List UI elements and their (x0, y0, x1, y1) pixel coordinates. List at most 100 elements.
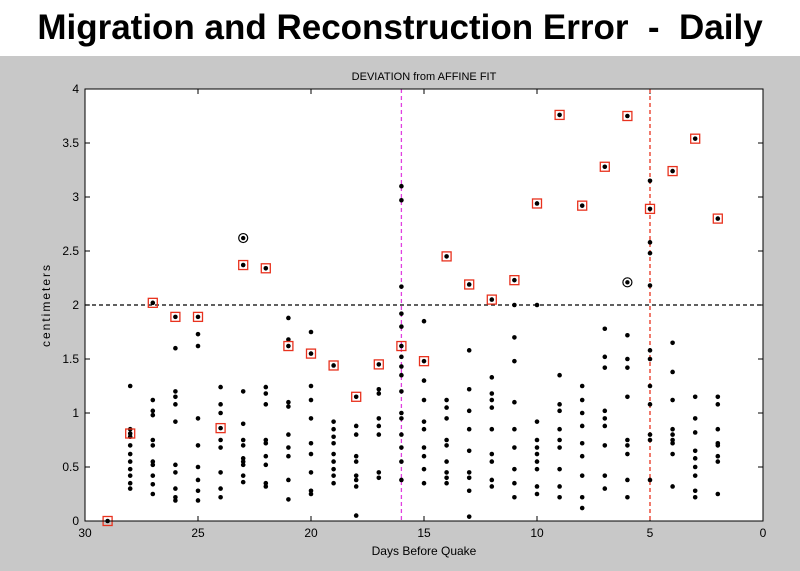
data-point (353, 484, 359, 489)
data-point (670, 432, 675, 437)
x-tick-label: 0 (760, 526, 767, 540)
highlighted-point-box (644, 203, 656, 215)
data-point (173, 394, 178, 400)
data-point (715, 453, 721, 459)
data-point (173, 402, 178, 407)
data-point (512, 302, 517, 308)
y-tick-label: 3.5 (62, 136, 79, 150)
data-point (353, 477, 359, 483)
data-point (512, 466, 517, 472)
data-point (489, 451, 495, 457)
data-point (602, 326, 608, 332)
highlighted-point (579, 203, 585, 208)
data-point (308, 470, 314, 475)
data-point (421, 426, 427, 432)
x-tick-label: 30 (78, 526, 92, 540)
y-tick-label: 2.5 (62, 244, 79, 258)
highlighted-point-box (599, 161, 610, 172)
data-point (602, 473, 608, 478)
highlighted-point-box (147, 297, 158, 308)
x-tick-label: 15 (417, 526, 431, 540)
data-point (647, 432, 653, 437)
data-point (286, 399, 291, 405)
highlighted-point (308, 351, 314, 356)
data-point (218, 470, 223, 475)
data-point (489, 484, 495, 489)
data-point (376, 416, 382, 421)
data-point (489, 375, 495, 380)
data-point (647, 348, 653, 353)
highlighted-point (692, 136, 698, 141)
data-point (647, 240, 653, 245)
data-point (489, 397, 495, 403)
data-point (308, 491, 314, 497)
data-point (557, 402, 562, 407)
highlighted-point-box (305, 348, 317, 359)
data-point (670, 484, 675, 489)
data-point (127, 466, 133, 472)
highlighted-point-box (667, 165, 678, 177)
data-point (399, 183, 404, 189)
data-point (127, 451, 133, 457)
data-point (579, 505, 585, 511)
data-point (534, 445, 540, 450)
data-point (421, 397, 427, 403)
data-point (399, 389, 404, 394)
data-point (557, 484, 562, 489)
data-point (376, 432, 382, 437)
highlighted-point-box (260, 263, 271, 274)
data-point (399, 354, 404, 360)
data-point (579, 410, 585, 416)
data-point (286, 337, 291, 342)
highlighted-point-box (125, 428, 136, 439)
data-point (399, 372, 404, 378)
data-point (399, 284, 404, 289)
data-point (331, 434, 336, 440)
highlighted-point-box (441, 251, 452, 262)
data-point (331, 473, 336, 478)
data-point (670, 340, 675, 346)
data-point (489, 459, 495, 464)
data-point (218, 437, 223, 443)
data-point (489, 426, 495, 432)
y-tick-label: 0 (72, 514, 79, 528)
data-point (557, 494, 562, 500)
data-point (421, 453, 427, 459)
data-point (399, 445, 404, 450)
data-point (444, 459, 449, 464)
highlighted-point (150, 300, 156, 306)
data-point (512, 358, 517, 364)
data-point (557, 445, 562, 450)
data-point (466, 426, 472, 432)
data-point (625, 394, 630, 400)
data-point (444, 397, 449, 403)
data-point (602, 416, 608, 421)
data-point (466, 348, 472, 353)
data-point (399, 416, 404, 421)
data-point (263, 480, 269, 486)
highlighted-point (647, 206, 653, 212)
data-point (173, 498, 178, 503)
data-point (127, 473, 133, 478)
data-point (625, 437, 630, 443)
data-point (331, 440, 336, 446)
data-point (444, 416, 449, 421)
data-point (286, 404, 291, 409)
highlighted-point (353, 394, 359, 400)
highlighted-point-box (509, 275, 520, 286)
data-point (240, 473, 246, 478)
data-point (444, 480, 449, 486)
highlighted-point (195, 314, 201, 320)
data-point (218, 486, 223, 491)
data-point (579, 453, 585, 459)
data-point (240, 389, 246, 394)
data-point (195, 488, 201, 494)
data-point (240, 462, 246, 468)
highlighted-point (670, 168, 675, 174)
plot-frame (84, 88, 764, 522)
data-point (534, 437, 540, 443)
data-point (670, 437, 675, 443)
data-point (692, 416, 698, 421)
data-point (240, 421, 246, 427)
